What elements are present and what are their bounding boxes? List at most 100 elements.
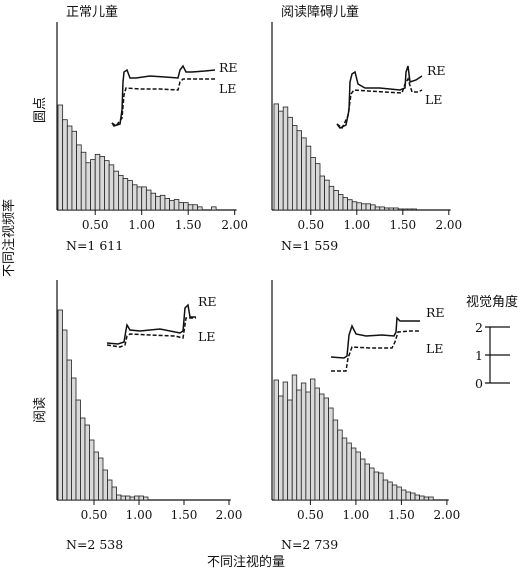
histogram-bar: [108, 164, 115, 211]
histogram-bar: [66, 359, 72, 501]
x-tick-label: 0.50: [81, 508, 108, 522]
scale-bar-title: 视觉角度: [466, 294, 518, 310]
histogram-bar: [76, 144, 82, 211]
re-label: RE: [427, 63, 446, 78]
histogram-bar: [120, 495, 126, 501]
scale-bar-tick-label: 2: [475, 320, 483, 335]
histogram-bar: [360, 458, 366, 501]
histogram-bar: [364, 463, 370, 501]
histogram-bar: [393, 207, 399, 211]
histogram-bar: [141, 186, 147, 211]
x-axis-title: 不同注视的量: [207, 554, 285, 570]
panel-dyslexic-dots: 0.50 1.00 1.50 2.00 N=1 559: [271, 22, 462, 253]
histogram-bar: [211, 206, 217, 211]
histogram-bar: [192, 204, 198, 211]
le-label: LE: [219, 81, 236, 96]
histogram-bar: [301, 137, 307, 211]
histogram-bar: [164, 198, 170, 211]
x-tick-label: 2.00: [221, 218, 248, 232]
histogram-bar: [332, 419, 339, 501]
histogram-bar: [406, 208, 413, 211]
histogram-bar: [94, 153, 101, 211]
histogram-bar: [178, 202, 184, 211]
y-axis-title: 不同注视频率: [1, 199, 17, 277]
x-tick-label: 1.00: [343, 508, 370, 522]
eye-trace-inset-normal-dots: RE LE: [111, 60, 238, 128]
histogram-bar: [155, 195, 161, 211]
histogram-bar: [391, 484, 398, 501]
scale-bar-tick-label: 1: [475, 348, 483, 363]
x-tick-label: 1.50: [175, 218, 202, 232]
column-title-normal: 正常儿童: [66, 4, 118, 20]
row-title-dots: 圆点: [33, 97, 48, 123]
histogram-bar: [300, 382, 307, 501]
histogram-bar: [373, 471, 380, 501]
histogram-bar: [71, 377, 77, 501]
histogram-bar: [296, 389, 302, 501]
histogram-bar: [305, 391, 311, 501]
histogram-bar: [71, 130, 77, 211]
histogram-bar: [374, 206, 381, 211]
x-tick-label: 1.00: [343, 218, 370, 232]
le-label: LE: [425, 92, 442, 107]
histogram-bar: [273, 103, 279, 211]
histogram-bar: [282, 381, 289, 501]
histogram-bar: [423, 496, 430, 501]
histogram-bar: [80, 151, 87, 211]
histogram-bar: [134, 495, 140, 501]
histogram-bar: [57, 309, 63, 501]
histogram-bar: [402, 208, 408, 211]
panel-dyslexic-reading: 0.50 1.00 1.50 2.00 N=2 739: [271, 280, 460, 552]
histogram-bar: [150, 192, 157, 211]
histogram-bar: [136, 186, 143, 211]
x-tick-label: 1.00: [128, 218, 155, 232]
histogram-bar: [107, 479, 113, 501]
sample-size-label: N=2 538: [66, 537, 123, 552]
histogram-bar: [319, 393, 325, 501]
histogram-bar: [360, 203, 367, 211]
histogram-bar: [85, 162, 91, 211]
re-label: RE: [219, 60, 238, 75]
histogram-bar: [122, 178, 129, 211]
x-tick-label: 0.50: [297, 218, 324, 232]
histogram-bar: [104, 160, 110, 211]
histogram-bar: [113, 170, 119, 211]
histogram-bar: [287, 399, 293, 501]
histogram-bar: [145, 189, 152, 211]
x-tick-label: 0.50: [82, 218, 109, 232]
histogram-bar: [183, 202, 189, 211]
histogram-bar: [341, 437, 348, 501]
histogram-bar: [116, 494, 122, 501]
histogram-bar: [319, 175, 325, 211]
histogram-bar: [187, 204, 194, 211]
histogram-bar: [138, 495, 144, 501]
histogram-bar: [111, 486, 117, 501]
histogram-bar: [351, 201, 358, 211]
row-title-reading: 阅读: [33, 397, 48, 423]
histogram-bar: [333, 190, 339, 211]
histogram-bar: [323, 397, 329, 501]
right-eye-trace: [336, 65, 423, 129]
histogram-bar: [419, 495, 425, 501]
sample-size-label: N=2 739: [281, 537, 338, 552]
x-tick-label: 2.00: [216, 508, 243, 522]
histogram-bar: [414, 494, 420, 501]
re-label: RE: [198, 294, 217, 309]
histogram-bar: [310, 157, 316, 211]
x-tick-label: 1.50: [388, 508, 415, 522]
histogram-bar: [273, 379, 279, 501]
histogram-bar: [305, 145, 312, 211]
histogram-bar: [90, 159, 96, 211]
histogram-bar: [287, 116, 293, 211]
histogram-bar: [410, 492, 416, 501]
histogram-bar: [169, 200, 175, 211]
histogram-bar: [125, 495, 131, 501]
histogram-bar: [127, 180, 133, 211]
histogram-bar: [337, 194, 344, 211]
scale-bar-tick-label: 0: [475, 376, 483, 391]
histogram-bar: [57, 104, 64, 211]
histogram-bar: [347, 199, 353, 211]
histogram-bar: [328, 185, 335, 211]
histogram-bar: [282, 106, 289, 211]
